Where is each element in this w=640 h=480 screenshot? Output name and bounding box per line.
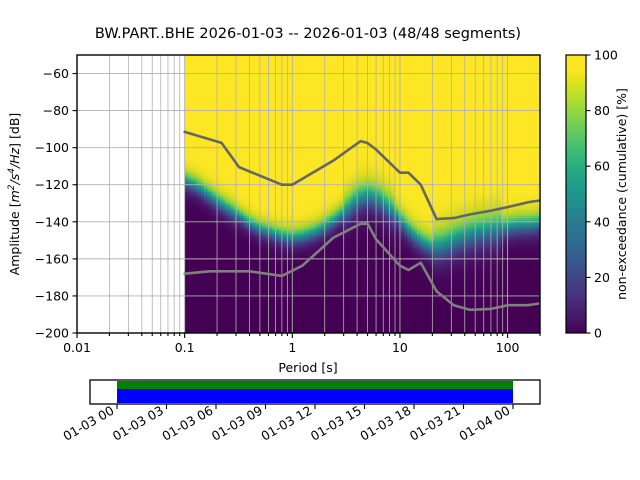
axis-ticks [72, 72, 541, 338]
grid-lines [76, 55, 541, 333]
y-tick-label: −120 [35, 177, 69, 192]
noise-model-nlnm [183, 222, 540, 312]
colorbar-tick-label: 60 [594, 159, 610, 174]
colorbar-ticks: 0 20 40 60 80 100 [586, 48, 618, 341]
colorbar-tick-label: 0 [594, 326, 602, 341]
ppsd-heatmap [184, 55, 540, 333]
x-tick-label: 0.01 [63, 340, 91, 355]
colorbar-gradient [566, 55, 586, 333]
colorbar: 0 20 40 60 80 100 non-exceedance (cumulative)… [565, 48, 629, 341]
main-axes: 0.01 0.1 1 10 100 −60 −80 −100 −120 −140 −160 −180 −… [35, 54, 541, 355]
noise-model-nhnm [183, 130, 540, 221]
x-tick-label: 1 [288, 340, 296, 355]
axis-tick-labels: 0.01 0.1 1 10 100 −60 −80 −100 −120 −140 −160 −180 −… [35, 66, 520, 355]
colorbar-tick-label: 20 [594, 270, 610, 285]
y-tick-label: −100 [35, 140, 69, 155]
plot-title: BW.PART..BHE 2026-01-03 -- 2026-01-03 (4… [95, 26, 521, 42]
x-axis-label: Period [s] [278, 360, 337, 375]
timeline-ticks [116, 404, 514, 409]
y-tick-label: −200 [35, 326, 69, 341]
y-tick-label: −80 [43, 103, 69, 118]
y-tick-label: −60 [43, 66, 69, 81]
y-tick-label: −160 [35, 251, 69, 266]
colorbar-label: non-exceedance (cumulative) [%] [614, 88, 629, 300]
x-tick-label: 10 [392, 340, 408, 355]
y-axis-label: Amplitude [m2/s4/Hz] [dB] [7, 113, 22, 276]
colorbar-tick-label: 100 [594, 48, 618, 63]
x-tick-label: 0.1 [175, 340, 195, 355]
y-tick-label: −180 [35, 288, 69, 303]
colorbar-tick-label: 80 [594, 103, 610, 118]
colorbar-border [565, 54, 587, 334]
psd-segment-coverage-bar [117, 381, 513, 389]
data-availability-bar [117, 389, 513, 403]
y-tick-label: −140 [35, 214, 69, 229]
axes-spines [76, 54, 541, 334]
colorbar-tick-label: 40 [594, 214, 610, 229]
noise-model-curves [183, 130, 540, 312]
x-tick-label: 100 [496, 340, 520, 355]
